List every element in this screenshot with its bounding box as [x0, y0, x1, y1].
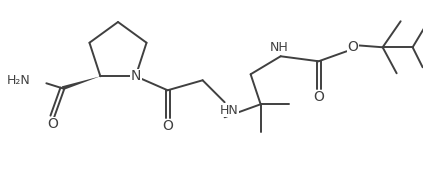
Text: O: O — [313, 90, 324, 104]
Polygon shape — [62, 76, 100, 90]
Text: HN: HN — [219, 104, 238, 117]
Text: NH: NH — [269, 41, 288, 54]
Text: O: O — [47, 117, 58, 131]
Text: N: N — [130, 69, 141, 83]
Text: H₂N: H₂N — [7, 74, 30, 87]
Text: O: O — [347, 40, 358, 54]
Text: O: O — [162, 119, 173, 133]
